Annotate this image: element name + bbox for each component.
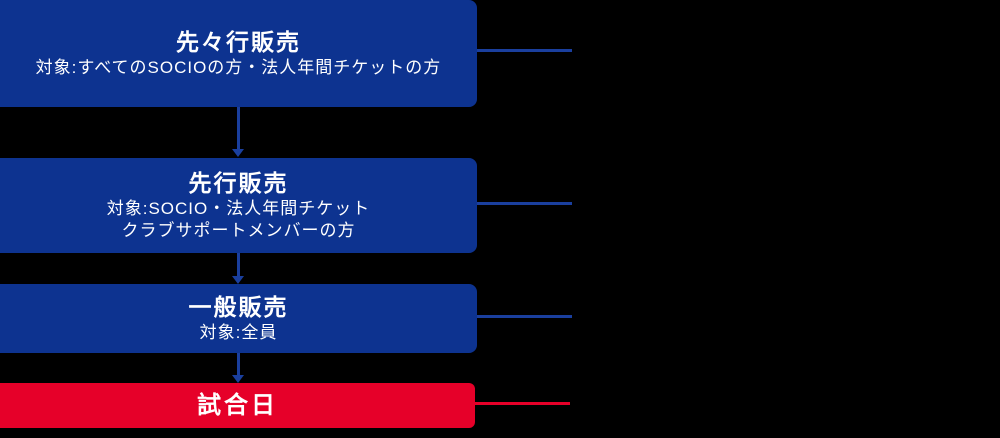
step-subtitle-pre-pre-sale: 対象:すべてのSOCIOの方・法人年間チケットの方: [35, 57, 442, 77]
step-title-match-day: 試合日: [197, 391, 278, 419]
connector-line-3: [237, 353, 240, 375]
step-title-pre-pre-sale: 先々行販売: [176, 29, 301, 56]
step-subtitle-pre-sale-line1: 対象:SOCIO・法人年間チケット: [106, 198, 371, 218]
arrow-down-icon-2: [232, 276, 244, 284]
leader-line-pre-sale: [477, 202, 572, 205]
step-box-general-sale: 一般販売 対象:全員: [0, 284, 477, 353]
step-title-general-sale: 一般販売: [188, 294, 289, 321]
step-box-pre-pre-sale: 先々行販売 対象:すべてのSOCIOの方・法人年間チケットの方: [0, 0, 477, 107]
step-subtitle-general-sale: 対象:全員: [199, 322, 278, 342]
arrow-down-icon-3: [232, 375, 244, 383]
leader-line-general-sale: [477, 315, 572, 318]
step-subtitle-pre-sale-line2: クラブサポートメンバーの方: [121, 220, 356, 240]
connector-line-1: [237, 107, 240, 149]
arrow-down-icon-1: [232, 149, 244, 157]
step-title-pre-sale: 先行販売: [188, 170, 289, 197]
leader-line-pre-pre-sale: [477, 49, 572, 52]
leader-line-match-day: [475, 402, 570, 405]
step-box-match-day: 試合日: [0, 383, 475, 428]
step-box-pre-sale: 先行販売 対象:SOCIO・法人年間チケット クラブサポートメンバーの方: [0, 158, 477, 253]
connector-line-2: [237, 253, 240, 276]
